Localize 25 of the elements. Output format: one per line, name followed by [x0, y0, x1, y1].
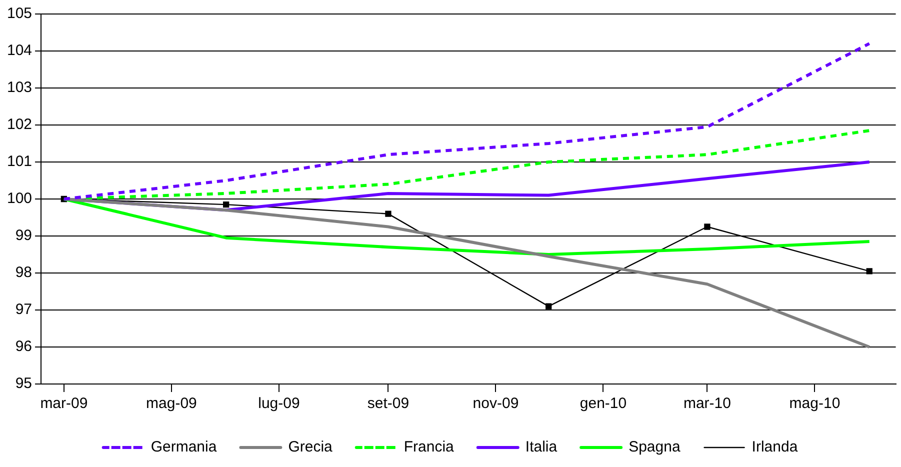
x-tick-label: mar-10 — [683, 395, 731, 412]
legend-label: Grecia — [288, 438, 334, 456]
legend-label: Francia — [404, 438, 455, 456]
x-tick-label: set-09 — [367, 395, 410, 412]
y-tick-label: 101 — [6, 153, 32, 170]
x-tick-label: mag-10 — [789, 395, 840, 412]
y-tick-label: 99 — [15, 227, 32, 244]
legend-label: Spagna — [628, 438, 681, 456]
y-tick-label: 103 — [6, 79, 32, 96]
y-tick-label: 98 — [15, 264, 32, 282]
legend-label: Irlanda — [752, 438, 798, 456]
y-tick-label: 104 — [6, 42, 32, 60]
x-tick-label: lug-09 — [258, 395, 300, 412]
x-tick-label: nov-09 — [472, 395, 519, 412]
y-tick-label: 102 — [6, 116, 32, 134]
x-tick-label: mag-09 — [146, 395, 197, 412]
y-tick-label: 95 — [15, 375, 32, 392]
legend-label: Germania — [150, 438, 218, 456]
y-tick-label: 105 — [6, 5, 32, 22]
x-tick-label: gen-10 — [580, 395, 627, 412]
y-tick-label: 97 — [15, 301, 32, 318]
y-tick-label: 96 — [15, 338, 32, 356]
legend-label: Italia — [525, 438, 558, 456]
x-tick-label: mar-09 — [40, 395, 88, 412]
y-tick-label: 100 — [6, 190, 32, 208]
